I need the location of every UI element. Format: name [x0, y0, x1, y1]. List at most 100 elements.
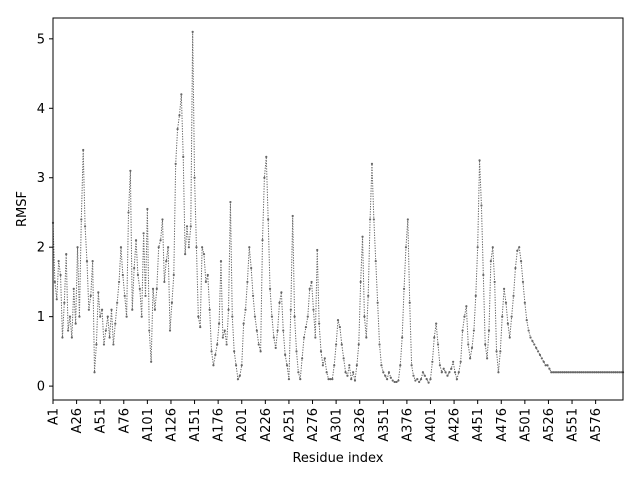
rmsf-point [172, 273, 175, 277]
rmsf-point [289, 308, 292, 311]
rmsf-point [404, 246, 408, 249]
rmsf-point [502, 287, 506, 290]
rmsf-point [323, 357, 326, 360]
rmsf-point [387, 371, 391, 374]
rmsf-point [97, 291, 100, 294]
rmsf-point [157, 246, 160, 249]
rmsf-point [582, 371, 585, 374]
rmsf-point [384, 374, 387, 377]
x-tick-label: A326 [353, 408, 368, 442]
x-tick-label: A401 [424, 408, 439, 442]
y-tick-label: 1 [37, 310, 45, 325]
rmsf-point [542, 360, 545, 363]
x-tick-label: A226 [259, 408, 274, 442]
rmsf-point [569, 371, 572, 374]
rmsf-point [240, 364, 243, 367]
rmsf-point [523, 301, 526, 304]
rmsf-point [408, 301, 411, 304]
rmsf-point [110, 308, 113, 311]
rmsf-point [465, 305, 468, 308]
rmsf-point [117, 280, 121, 284]
rmsf-point [482, 273, 485, 277]
rmsf-point [302, 336, 306, 339]
rmsf-point [83, 225, 87, 228]
rmsf-point [589, 371, 593, 374]
rmsf-point [310, 280, 313, 284]
rmsf-point [401, 336, 404, 339]
rmsf-point [333, 364, 336, 367]
rmsf-point [431, 360, 434, 363]
rmsf-point [510, 315, 513, 318]
y-tick-label: 4 [37, 102, 45, 117]
x-tick-label: A201 [235, 408, 250, 442]
rmsf-point [182, 155, 185, 159]
rmsf-point [80, 218, 83, 221]
rmsf-point [521, 280, 525, 284]
rmsf-point [391, 379, 394, 382]
rmsf-point [519, 259, 523, 263]
rmsf-point [493, 280, 496, 284]
rmsf-point [361, 235, 364, 238]
rmsf-point [165, 259, 168, 263]
rmsf-point [244, 308, 247, 311]
rmsf-point [355, 364, 358, 367]
rmsf-point [419, 378, 423, 381]
rmsf-point [100, 308, 104, 311]
rmsf-point [163, 280, 166, 284]
rmsf-point [457, 371, 460, 374]
rmsf-point [231, 315, 234, 318]
rmsf-point [293, 315, 296, 318]
rmsf-point [448, 371, 451, 374]
rmsf-point [251, 294, 255, 297]
y-tick-label: 0 [37, 380, 45, 395]
rmsf-point [65, 253, 68, 256]
rmsf-point [402, 287, 406, 290]
rmsf-point [561, 371, 564, 374]
rmsf-point [223, 329, 226, 332]
rmsf-point [359, 280, 362, 284]
rmsf-point [552, 371, 555, 374]
rmsf-point [87, 308, 90, 311]
rmsf-point [331, 378, 334, 381]
rmsf-point [570, 371, 574, 374]
rmsf-point [527, 329, 530, 332]
rmsf-point [55, 298, 58, 301]
rmsf-point [616, 371, 619, 374]
rmsf-point [248, 246, 251, 249]
rmsf-point [376, 301, 379, 304]
rmsf-point [406, 218, 409, 221]
rmsf-point [180, 93, 183, 96]
rmsf-point [319, 350, 323, 353]
rmsf-point [270, 315, 274, 318]
rmsf-point [285, 364, 289, 367]
rmsf-point [227, 308, 230, 311]
rmsf-point [557, 371, 560, 374]
rmsf-point [385, 378, 389, 381]
x-tick-label: A101 [141, 408, 156, 442]
rmsf-point [299, 378, 302, 381]
rmsf-point [274, 346, 277, 350]
rmsf-point [325, 371, 328, 374]
rmsf-point [427, 381, 430, 384]
rmsf-point [603, 371, 606, 374]
rmsf-point [191, 30, 194, 33]
rmsf-point [214, 353, 217, 356]
rmsf-point [104, 329, 107, 332]
rmsf-point [336, 319, 340, 322]
rmsf-point [142, 232, 145, 235]
rmsf-point [187, 246, 190, 249]
rmsf-point [484, 343, 487, 346]
rmsf-point [487, 329, 491, 332]
rmsf-point [119, 246, 123, 249]
rmsf-point [265, 155, 268, 159]
rmsf-series-line [52, 31, 623, 384]
rmsf-point [284, 353, 287, 356]
rmsf-point [367, 294, 370, 297]
rmsf-point [321, 364, 324, 367]
rmsf-point [353, 379, 357, 382]
rmsf-point [495, 350, 498, 353]
rmsf-point [282, 329, 285, 332]
rmsf-point [201, 246, 204, 249]
rmsf-point [304, 325, 308, 329]
